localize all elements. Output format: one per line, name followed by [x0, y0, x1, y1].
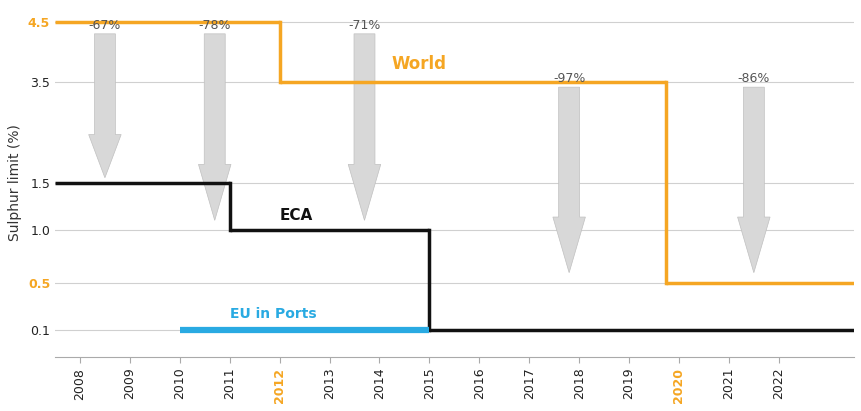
Text: -71%: -71%	[348, 19, 381, 32]
FancyArrow shape	[552, 87, 585, 273]
Text: World: World	[392, 55, 446, 73]
Text: -78%: -78%	[198, 19, 231, 32]
Text: -86%: -86%	[737, 72, 769, 85]
Text: -97%: -97%	[552, 72, 585, 85]
FancyArrow shape	[198, 34, 231, 220]
Y-axis label: Sulphur limit (%): Sulphur limit (%)	[9, 125, 22, 241]
Text: ECA: ECA	[279, 208, 313, 223]
FancyArrow shape	[89, 34, 121, 178]
Text: EU in Ports: EU in Ports	[229, 307, 316, 321]
FancyArrow shape	[737, 87, 769, 273]
Text: -67%: -67%	[89, 19, 121, 32]
FancyArrow shape	[348, 34, 381, 220]
